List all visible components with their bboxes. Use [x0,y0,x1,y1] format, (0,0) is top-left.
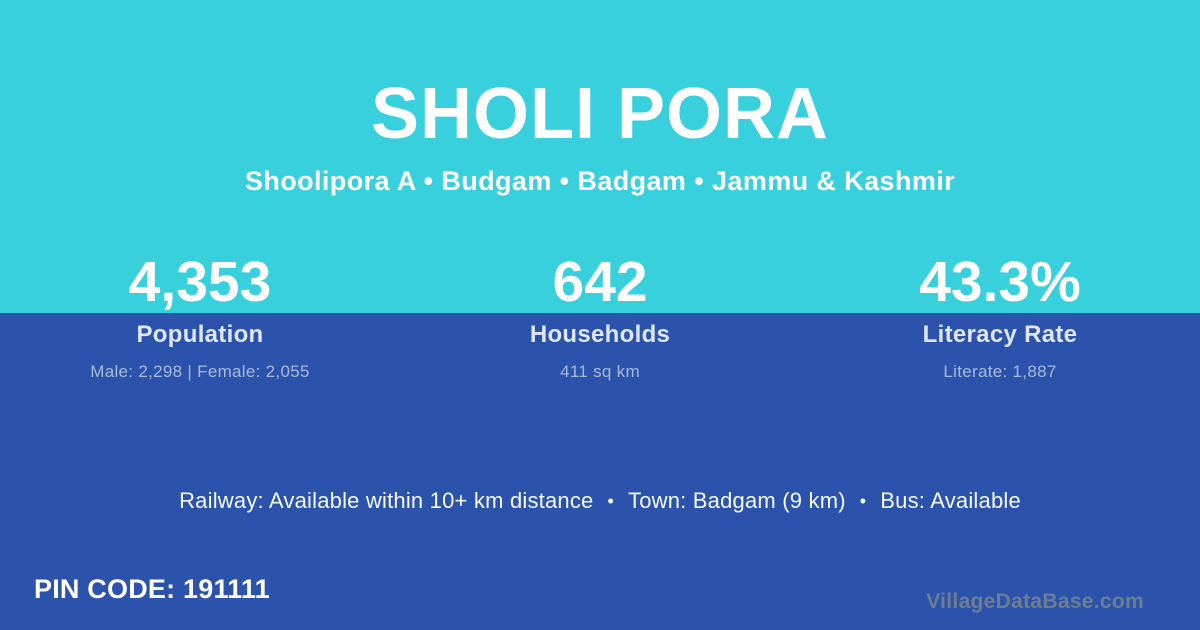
breadcrumb: Shoolipora A • Budgam • Badgam • Jammu &… [244,166,956,196]
stat-labels-row: Population Male: 2,298 | Female: 2,055 H… [0,321,1200,382]
watermark: VillageDataBase.com [926,590,1144,613]
railway-info: Railway: Available within 10+ km distanc… [179,488,594,513]
bullet-separator: • [607,491,615,511]
population-value: 4,353 [128,250,272,314]
literacy-stat: Literacy Rate Literate: 1,887 [800,321,1200,382]
households-value: 642 [552,250,648,314]
population-detail: Male: 2,298 | Female: 2,055 [90,362,310,381]
town-info: Town: Badgam (9 km) [628,488,846,513]
households-detail: 411 sq km [560,362,640,381]
details-section: Population Male: 2,298 | Female: 2,055 H… [0,313,1200,630]
amenities-line: Railway: Available within 10+ km distanc… [0,488,1200,514]
page-title: SHOLI PORA [370,74,830,154]
literacy-label: Literacy Rate [922,321,1078,348]
bus-info: Bus: Available [880,488,1021,513]
pin-code: PIN CODE: 191111 [34,574,270,604]
bullet-separator: • [859,491,867,511]
literacy-detail: Literate: 1,887 [943,362,1057,381]
population-label: Population [136,321,264,348]
header-section: SHOLI PORA Shoolipora A • Budgam • Badga… [0,0,1200,313]
households-label: Households [529,321,671,348]
population-stat: Population Male: 2,298 | Female: 2,055 [0,321,400,382]
stat-values-row: 4,353 642 43.3% [0,254,1200,311]
footer: PIN CODE: 191111 VillageDataBase.com [0,570,1200,630]
households-stat: Households 411 sq km [400,321,800,382]
literacy-rate-value: 43.3% [919,250,1081,314]
